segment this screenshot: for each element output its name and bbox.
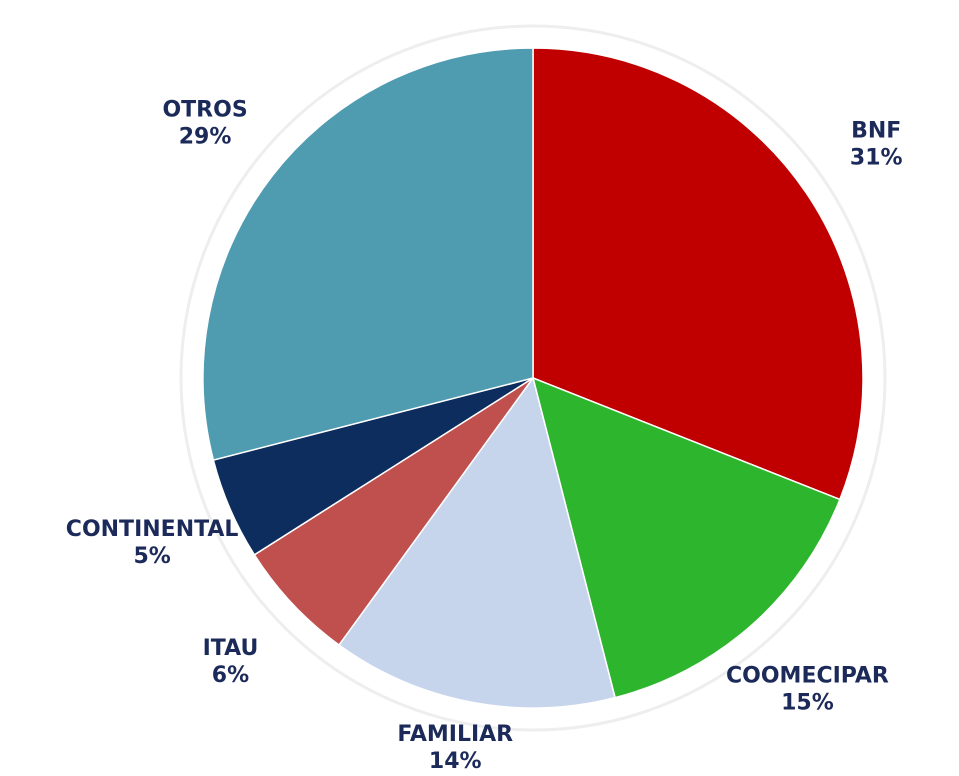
slice-value-label: 14% <box>429 749 482 774</box>
slice-value-label: 6% <box>212 663 249 688</box>
pie-slice <box>202 47 534 461</box>
pie-slice <box>337 376 616 709</box>
pie-slice <box>531 376 841 699</box>
slice-label: OTROS <box>162 98 247 123</box>
slice-value-label: 29% <box>179 125 232 150</box>
slice-label: CONTINENTAL <box>66 517 239 542</box>
slice-label: COOMECIPAR <box>726 663 889 688</box>
pie-slice <box>532 47 864 501</box>
slice-label: BNF <box>851 119 901 144</box>
slice-label: FAMILIAR <box>397 722 513 747</box>
slice-label: ITAU <box>203 636 259 661</box>
pie-slice <box>253 377 534 647</box>
backdrop-ring <box>179 24 887 732</box>
slice-value-label: 31% <box>850 146 903 171</box>
slice-value-label: 15% <box>781 690 834 715</box>
slice-value-label: 5% <box>133 544 170 569</box>
